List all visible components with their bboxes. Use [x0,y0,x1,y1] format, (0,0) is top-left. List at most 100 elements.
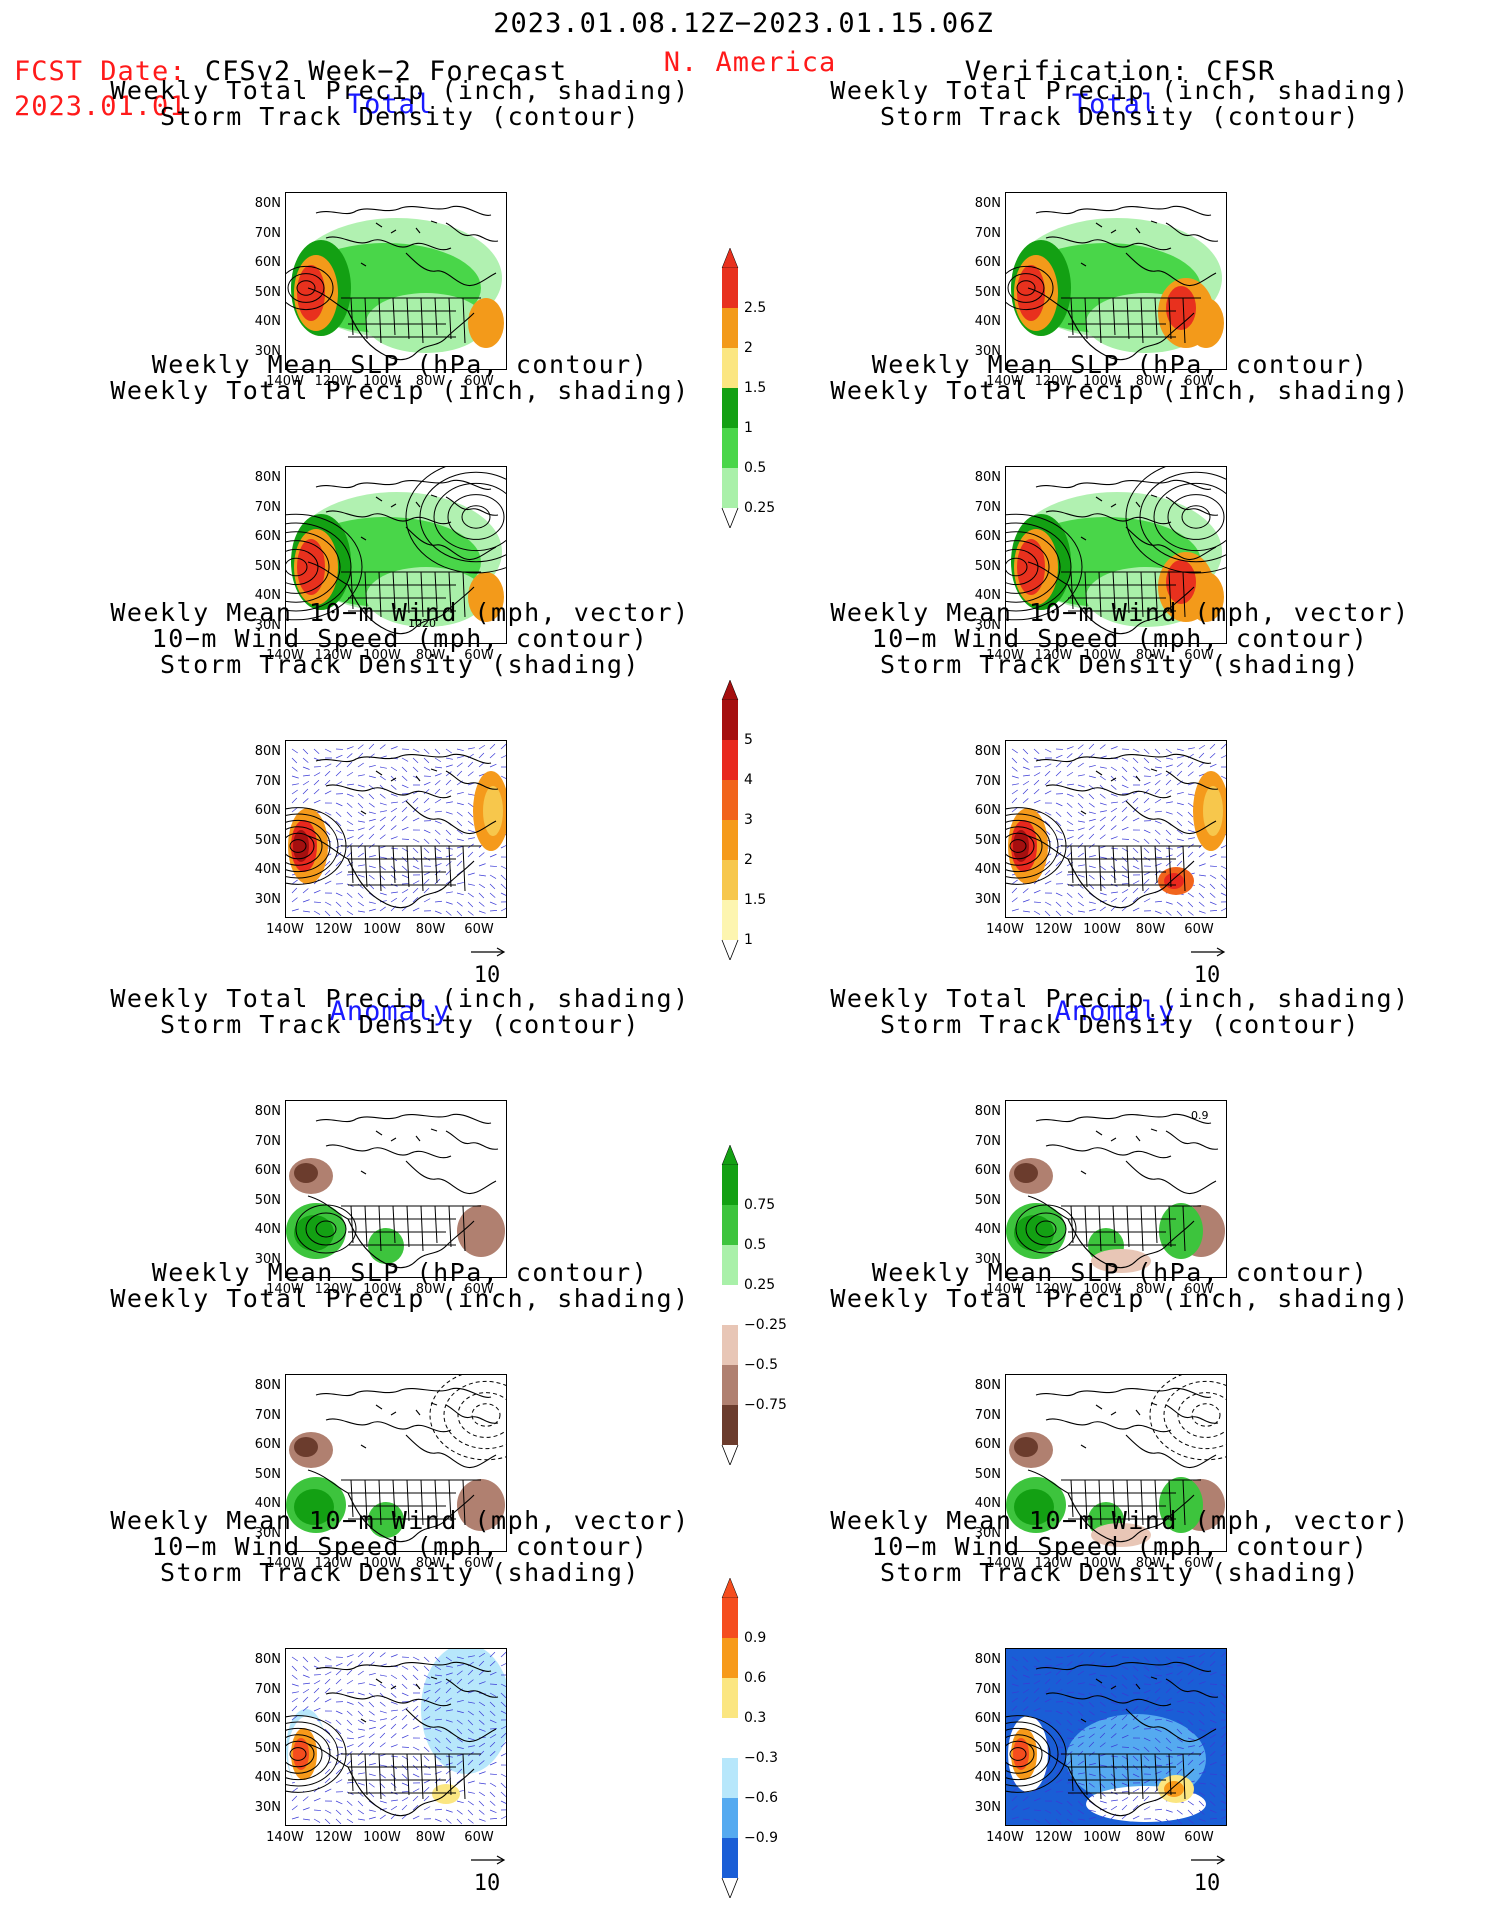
lat-tick-label: 40N [974,1496,1001,1511]
lon-tick-label: 100W [363,922,401,937]
panel-title-line: Weekly Mean SLP (hPa, contour) [871,1258,1369,1287]
lon-tick-label: 80W [415,374,446,389]
panel-title-line: Weekly Mean 10−m Wind (mph, vector) [830,598,1410,627]
lon-tick-label: 60W [464,1282,494,1297]
lat-tick-label: 80N [254,1652,281,1667]
lat-tick-label: 70N [974,1681,1001,1697]
lat-tick-label: 60N [974,1437,1001,1452]
lon-tick-label: 100W [363,1830,401,1845]
lon-tick-label: 60W [464,648,494,663]
panel-title-6-left: Weekly Mean 10−m Wind (mph, vector) 10−m … [80,1508,720,1586]
lat-tick-label: 30N [974,617,1001,633]
colorbar-tick-label: 0.5 [744,460,767,476]
panel-title-line: Storm Track Density (contour) [160,102,640,131]
panel-title-2-left: Weekly Mean SLP (hPa, contour) Weekly Tot… [80,352,720,404]
lon-tick-label: 60W [1184,1556,1214,1571]
lon-tick-label: 100W [363,648,401,663]
lat-tick-label: 70N [254,1681,281,1697]
lat-tick-label: 80N [974,1652,1001,1667]
lat-tick-label: 70N [254,773,281,789]
lon-tick-label: 140W [986,648,1024,663]
panel-title-line: Weekly Total Precip (inch, shading) [830,984,1410,1013]
lat-tick-label: 30N [974,1525,1001,1541]
lon-tick-label: 80W [1135,1830,1166,1845]
map-panel-3-left [285,740,507,918]
colorbar-tick-label: −0.75 [744,1397,787,1413]
panel-title-line: Weekly Mean SLP (hPa, contour) [871,350,1369,379]
panel-title-line: Storm Track Density (contour) [880,1010,1360,1039]
lat-tick-label: 60N [254,1437,281,1452]
lat-tick-label: 40N [974,1770,1001,1785]
vector-scale-value: 10 [473,963,501,988]
lon-tick-label: 60W [464,922,494,937]
panel-title-1-left: Weekly Total Precip (inch, shading) Storm… [80,78,720,130]
lon-tick-label: 60W [464,374,494,389]
vector-arrow-icon [471,947,506,957]
section-anomaly-left: Anomaly [329,996,451,1027]
verification-title: Verification: CFSR [964,56,1276,87]
map-graphic [286,205,504,361]
lon-tick-label: 140W [266,648,304,663]
lat-tick-label: 40N [254,1222,281,1237]
colorbar-tick-label: 0.75 [744,1197,776,1213]
lat-tick-label: 30N [254,1251,281,1267]
panel-title-line: Storm Track Density (shading) [160,650,640,679]
map-graphic [1006,205,1224,361]
colorbar-tick-label: 2 [744,852,753,868]
lat-tick-label: 60N [254,1163,281,1178]
panel-title-line: Weekly Total Precip (inch, shading) [110,1284,690,1313]
colorbar-precip_anom [721,1145,739,1465]
lat-tick-label: 50N [974,1192,1001,1208]
lat-tick-label: 50N [974,1740,1001,1756]
lon-tick-label: 120W [314,1556,353,1571]
lat-tick-label: 40N [254,862,281,877]
lon-tick-label: 120W [1034,374,1073,389]
lat-tick-label: 70N [254,499,281,515]
map-panel-6-left [285,1648,507,1826]
map-panel-5-left [285,1374,507,1552]
lat-tick-label: 60N [974,529,1001,544]
lat-tick-label: 50N [974,832,1001,848]
panel-title-line: Weekly Total Precip (inch, shading) [830,1284,1410,1313]
colorbar-tick-label: 1 [744,932,753,948]
vector-scale-value: 10 [473,1871,501,1896]
lon-tick-label: 100W [1083,648,1121,663]
lat-tick-label: 30N [254,1799,281,1815]
colorbar-tick-label: 3 [744,812,753,828]
map-panel-5-right [1005,1374,1227,1552]
lon-tick-label: 100W [363,374,401,389]
lon-tick-label: 120W [314,1282,353,1297]
lon-tick-label: 120W [1034,922,1073,937]
map-graphic [1006,467,1226,635]
forecast-title: CFSv2 Week−2 Forecast [204,56,568,87]
lat-tick-label: 50N [974,558,1001,574]
map-panel-2-left: 1020 [285,466,507,644]
map-graphic: 0.9 [1006,1109,1225,1273]
panel-title-line: Weekly Mean 10−m Wind (mph, vector) [110,1506,690,1535]
panel-title-line: Storm Track Density (shading) [880,1558,1360,1587]
lat-tick-label: 80N [974,470,1001,485]
colorbar-tick-label: 0.25 [744,1277,776,1293]
map-panel-2-right [1005,466,1227,644]
lon-tick-label: 120W [1034,1830,1073,1845]
lat-tick-label: 80N [254,470,281,485]
lat-tick-label: 80N [254,196,281,211]
lon-tick-label: 60W [464,1556,494,1571]
panel-title-1-right: Weekly Total Precip (inch, shading) Storm… [800,78,1440,130]
colorbar-tick-label: 0.3 [744,1710,767,1726]
lon-tick-label: 140W [266,1282,304,1297]
colorbar-tick-label: 0.25 [744,500,776,516]
panel-title-5-left: Weekly Mean SLP (hPa, contour) Weekly Tot… [80,1260,720,1312]
lat-tick-label: 50N [254,832,281,848]
colorbar-tick-label: −0.3 [744,1750,778,1766]
lon-tick-label: 100W [1083,374,1121,389]
lon-tick-label: 80W [1135,648,1166,663]
lat-tick-label: 80N [254,744,281,759]
vector-scale: 10 [1177,1846,1237,1896]
lon-tick-label: 100W [1083,1282,1121,1297]
colorbar-tick-label: −0.25 [744,1317,787,1333]
lat-tick-label: 40N [254,314,281,329]
lat-tick-label: 50N [974,1466,1001,1482]
map-panel-3-right [1005,740,1227,918]
panel-title-2-right: Weekly Mean SLP (hPa, contour) Weekly Tot… [800,352,1440,404]
